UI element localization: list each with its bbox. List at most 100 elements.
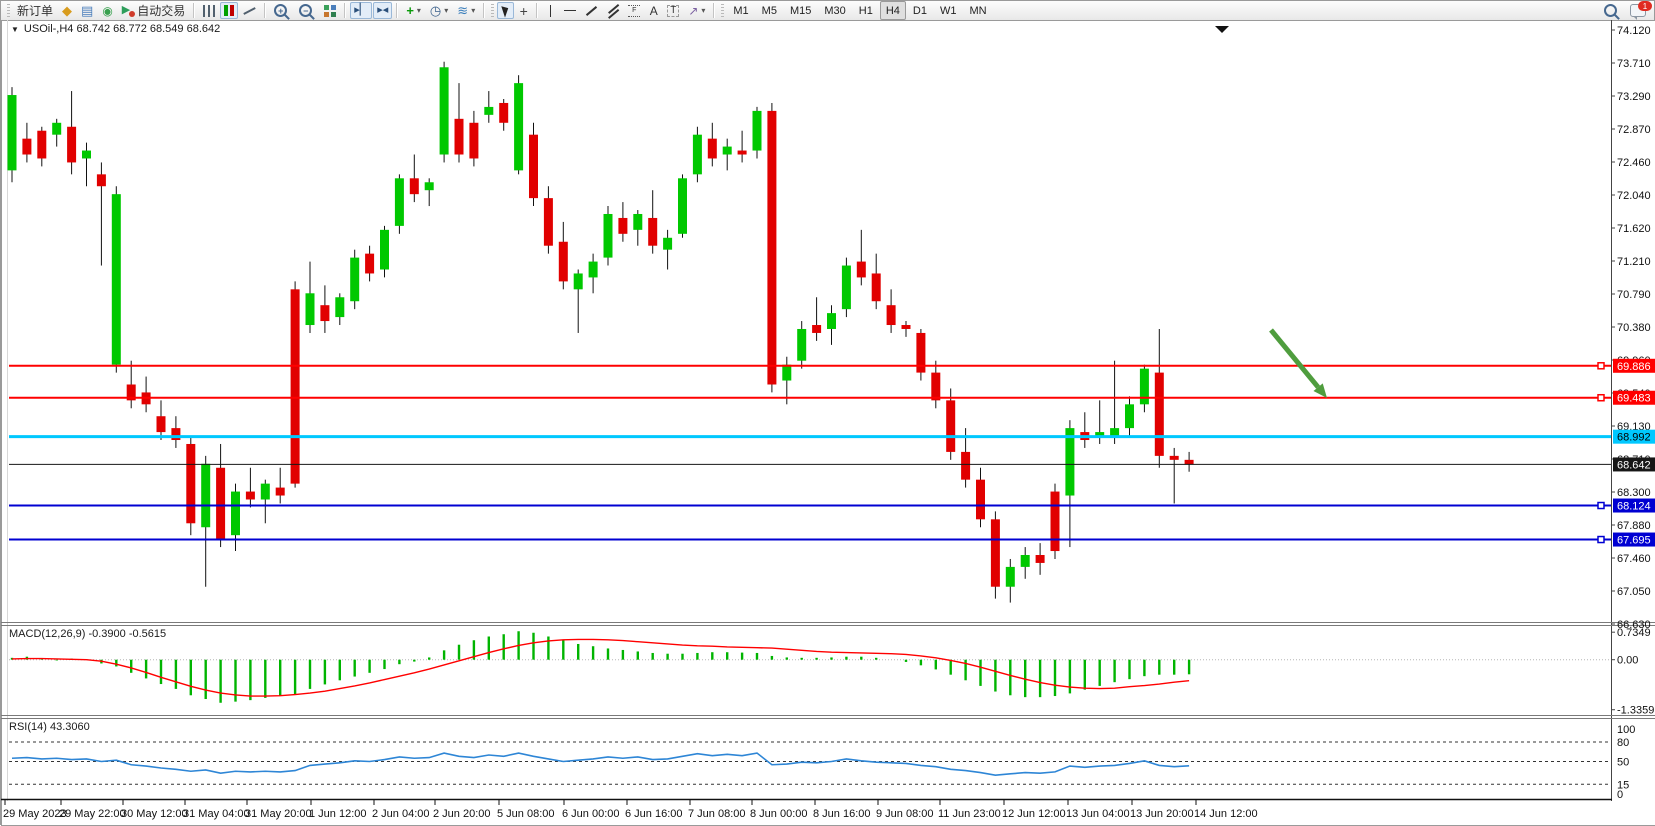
chart-shift-icon: ▸◂: [377, 5, 388, 16]
notification-badge: 1: [1638, 1, 1652, 11]
zoom-out-icon: −: [299, 4, 312, 17]
bear-candle: [97, 174, 106, 186]
tab-m5[interactable]: M5: [756, 1, 783, 20]
vertical-line-button[interactable]: [542, 2, 559, 19]
insert-indicators-button[interactable]: +▾: [402, 2, 425, 19]
text-label-icon: T: [667, 5, 679, 17]
chevron-down-icon: ▾: [417, 6, 421, 15]
price-tick-label: 73.710: [1617, 58, 1651, 70]
bull-candle: [52, 123, 61, 135]
new-order-button[interactable]: 新订单: [13, 2, 57, 19]
line-chart-button[interactable]: [239, 2, 260, 19]
line-handle[interactable]: [1598, 503, 1604, 509]
arrow-shapes-button[interactable]: ↗▾: [684, 2, 709, 19]
trendline-button[interactable]: [581, 2, 602, 19]
time-tick-label: 30 May 12:00: [121, 808, 188, 820]
autotrading-button[interactable]: ▶ 自动交易: [118, 2, 189, 19]
bull-candle: [574, 273, 583, 289]
templates-icon: ≋: [457, 4, 468, 17]
price-chart[interactable]: 74.12073.71073.29072.87072.46072.04071.6…: [1, 20, 1655, 826]
price-tick-label: 67.460: [1617, 553, 1651, 565]
bear-candle: [961, 452, 970, 480]
equidistant-channel-button[interactable]: [603, 2, 623, 19]
tab-d1[interactable]: D1: [907, 1, 933, 20]
candlestick-chart-button[interactable]: [220, 2, 238, 19]
auto-scroll-button[interactable]: ▸▏: [350, 2, 372, 19]
bull-candle: [380, 230, 389, 270]
bull-candle: [425, 182, 434, 190]
text-button[interactable]: A: [645, 2, 662, 19]
bull-candle: [827, 313, 836, 329]
time-tick-label: 31 May 20:00: [245, 808, 312, 820]
price-tick-label: 68.300: [1617, 487, 1651, 499]
price-tick-label: 74.120: [1617, 25, 1651, 37]
time-tick-label: 9 Jun 08:00: [876, 808, 934, 820]
market-watch-button[interactable]: ◆: [58, 2, 76, 19]
toolbar-grip[interactable]: [721, 4, 724, 18]
line-handle[interactable]: [1598, 395, 1604, 401]
time-tick-label: 13 Jun 20:00: [1130, 808, 1194, 820]
time-tick-label: 12 Jun 12:00: [1002, 808, 1066, 820]
zoom-out-button[interactable]: −: [295, 2, 319, 19]
rsi-indicator-label: RSI(14) 43.3060: [9, 721, 90, 733]
toolbar-separator: [713, 3, 715, 18]
data-window-button[interactable]: ▤: [77, 2, 97, 19]
bull-candle: [589, 262, 598, 278]
time-tick-label: 8 Jun 16:00: [813, 808, 871, 820]
tab-m1[interactable]: M1: [727, 1, 754, 20]
collapse-chart-icon[interactable]: ▼: [11, 25, 19, 34]
search-icon[interactable]: [1604, 4, 1617, 17]
bear-candle: [499, 103, 508, 123]
bull-candle: [1110, 428, 1119, 436]
rsi-tick-label: 50: [1617, 757, 1629, 769]
macd-tick-label: 0.7349: [1617, 627, 1651, 639]
time-tick-label: 11 Jun 23:00: [938, 808, 1001, 820]
tab-h1[interactable]: H1: [853, 1, 879, 20]
price-label: 68.992: [1617, 432, 1651, 444]
line-handle[interactable]: [1598, 363, 1604, 369]
chart-title: ▼ USOil-,H4 68.742 68.772 68.549 68.642: [11, 23, 220, 35]
bull-candle: [440, 67, 449, 154]
text-label-button[interactable]: T: [663, 2, 683, 19]
data-window-icon: ▤: [81, 4, 93, 17]
price-tick-label: 70.380: [1617, 322, 1651, 334]
horizontal-line-button[interactable]: [560, 2, 580, 19]
zoom-in-button[interactable]: +: [270, 2, 294, 19]
chart-shift-button[interactable]: ▸◂: [373, 2, 392, 19]
bear-candle: [902, 325, 911, 329]
toolbar-grip[interactable]: [7, 4, 10, 18]
bull-candle: [633, 214, 642, 230]
bull-candle: [842, 266, 851, 310]
bull-candle: [350, 258, 359, 302]
macd-tick-label: 0.00: [1617, 655, 1638, 667]
tab-h4[interactable]: H4: [880, 1, 906, 20]
toolbar-grip[interactable]: [491, 4, 494, 18]
bear-candle: [22, 139, 31, 155]
time-tick-label: 1 Jun 12:00: [309, 808, 367, 820]
tab-m15[interactable]: M15: [784, 1, 817, 20]
chat-icon[interactable]: 1: [1630, 4, 1646, 17]
bull-candle: [663, 238, 672, 250]
periods-button[interactable]: ◷▾: [426, 2, 452, 19]
crosshair-button[interactable]: +: [515, 2, 532, 19]
templates-button[interactable]: ≋▾: [453, 2, 479, 19]
time-tick-label: 6 Jun 16:00: [625, 808, 683, 820]
toolbar-separator: [264, 3, 266, 18]
tab-w1[interactable]: W1: [934, 1, 963, 20]
tab-m30[interactable]: M30: [818, 1, 851, 20]
line-handle[interactable]: [1598, 537, 1604, 543]
tab-mn[interactable]: MN: [963, 1, 992, 20]
price-tick-label: 73.290: [1617, 91, 1651, 103]
bear-candle: [618, 218, 627, 234]
bull-candle: [1065, 428, 1074, 495]
bull-candle: [335, 297, 344, 317]
fibonacci-button[interactable]: F: [624, 2, 644, 19]
bar-chart-button[interactable]: [199, 2, 219, 19]
signals-button[interactable]: ◉: [98, 2, 116, 19]
price-label: 69.483: [1617, 393, 1651, 405]
tile-windows-button[interactable]: [320, 2, 340, 19]
cursor-button[interactable]: [497, 2, 514, 19]
bear-candle: [320, 305, 329, 321]
